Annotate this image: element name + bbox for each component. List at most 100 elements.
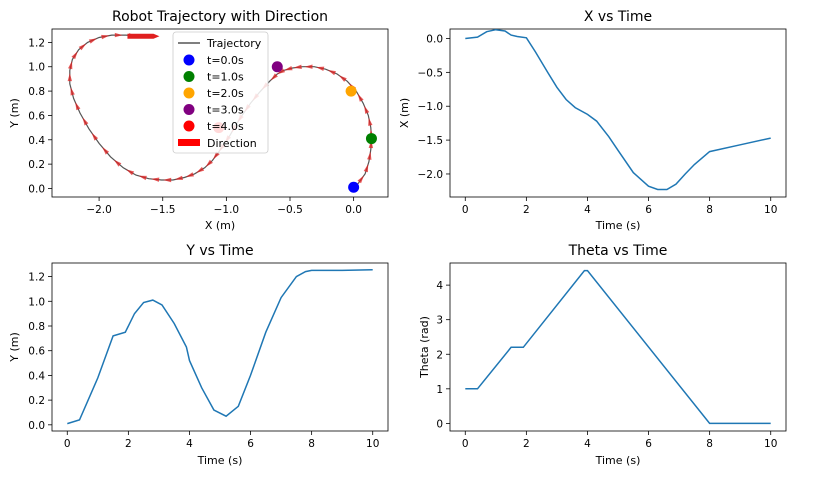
direction-arrow bbox=[174, 175, 183, 181]
y-ytick-label: 1.0 bbox=[28, 296, 45, 308]
theta-xtick-label: 6 bbox=[645, 438, 652, 450]
direction-arrow bbox=[367, 151, 372, 160]
legend-swatch-direction bbox=[178, 139, 200, 146]
direction-arrow bbox=[68, 61, 73, 70]
direction-arrow bbox=[270, 73, 278, 81]
direction-arrow bbox=[304, 64, 313, 69]
theta-ytick-label: 0 bbox=[436, 418, 443, 430]
direction-arrow bbox=[151, 177, 160, 182]
direction-arrow bbox=[338, 75, 347, 82]
theta-vs-time-ylabel: Theta (rad) bbox=[418, 316, 431, 379]
theta-ytick-label: 1 bbox=[436, 384, 443, 396]
time-marker bbox=[348, 181, 360, 193]
direction-arrow bbox=[363, 163, 369, 173]
traj-xtick-label: −1.5 bbox=[150, 204, 176, 216]
direction-arrow bbox=[368, 117, 373, 126]
y-xtick-label: 10 bbox=[366, 438, 379, 450]
traj-ytick-label: 1.2 bbox=[28, 37, 45, 49]
traj-axes-frame bbox=[51, 28, 389, 198]
x-ytick-label: −0.5 bbox=[418, 67, 444, 79]
theta-ytick-label: 4 bbox=[436, 280, 443, 292]
traj-xtick-label: −0.5 bbox=[277, 204, 303, 216]
x-ytick-label: −1.5 bbox=[418, 135, 444, 147]
y-ytick-label: 0.6 bbox=[28, 346, 45, 358]
traj-ytick-label: 0.2 bbox=[28, 159, 45, 171]
theta-vs-time-title: Theta vs Time bbox=[568, 243, 668, 259]
trajectory-panel: Robot Trajectory with Direction X (m) Y … bbox=[8, 9, 389, 232]
direction-arrow bbox=[71, 51, 78, 60]
x-xtick-label: 2 bbox=[523, 204, 530, 216]
legend-label-t4: t=4.0s bbox=[207, 120, 244, 133]
traj-xtick-label: 0.0 bbox=[345, 204, 362, 216]
y-ytick-label: 0.0 bbox=[28, 420, 45, 432]
legend-label-t2: t=2.0s bbox=[207, 87, 244, 100]
direction-arrow bbox=[78, 43, 87, 51]
y-vs-time-ylabel: Y (m) bbox=[8, 332, 21, 363]
x-ytick-label: −1.0 bbox=[418, 101, 444, 113]
legend-marker-t4 bbox=[183, 120, 195, 132]
direction-arrow bbox=[138, 175, 147, 181]
direction-arrow bbox=[315, 66, 325, 71]
direction-arrow bbox=[213, 151, 220, 160]
direction-arrow bbox=[163, 177, 172, 183]
theta-vs-time-xlabel: Time (s) bbox=[595, 454, 641, 467]
traj-ytick-label: 0.0 bbox=[28, 183, 45, 195]
y-xtick-label: 4 bbox=[186, 438, 193, 450]
direction-arrow bbox=[277, 68, 286, 75]
x-ytick-label: −2.0 bbox=[418, 169, 444, 181]
theta-ytick-label: 2 bbox=[436, 349, 443, 361]
trajectory-title: Robot Trajectory with Direction bbox=[112, 9, 328, 25]
legend-label-direction: Direction bbox=[207, 137, 257, 150]
y-ytick-label: 0.8 bbox=[28, 321, 45, 333]
direction-arrow bbox=[75, 102, 81, 111]
direction-arrow bbox=[126, 169, 135, 176]
x-vs-time-ylabel: X (m) bbox=[398, 98, 411, 128]
direction-arrow bbox=[368, 140, 374, 149]
direction-arrow bbox=[327, 70, 336, 76]
legend-label-t0: t=0.0s bbox=[207, 54, 244, 67]
traj-xtick-label: −2.0 bbox=[86, 204, 112, 216]
direction-arrow bbox=[205, 159, 213, 167]
theta-series-line bbox=[465, 269, 771, 425]
legend-marker-t2 bbox=[183, 87, 195, 99]
x-xtick-label: 8 bbox=[706, 204, 713, 216]
direction-arrow bbox=[113, 159, 122, 167]
theta-ytick-label: 3 bbox=[436, 315, 443, 327]
x-xtick-label: 6 bbox=[645, 204, 652, 216]
legend-marker-t0 bbox=[183, 54, 195, 66]
y-vs-time-panel: Y vs Time Time (s) Y (m) 0 2 4 6 8 10 0.0 0.2 0.… bbox=[8, 243, 389, 467]
trajectory-ylabel: Y (m) bbox=[8, 98, 21, 129]
direction-arrow bbox=[91, 132, 99, 141]
y-vs-time-title: Y vs Time bbox=[185, 243, 253, 259]
time-marker bbox=[365, 133, 377, 145]
theta-xtick-label: 0 bbox=[462, 438, 469, 450]
y-ytick-label: 0.2 bbox=[28, 395, 45, 407]
y-xtick-label: 2 bbox=[125, 438, 132, 450]
x-ytick-label: 0.0 bbox=[426, 33, 443, 45]
legend-label-t1: t=1.0s bbox=[207, 71, 244, 84]
traj-xtick-label: −1.0 bbox=[214, 204, 240, 216]
legend-marker-t1 bbox=[183, 71, 195, 82]
x-xtick-label: 4 bbox=[584, 204, 591, 216]
time-marker bbox=[345, 85, 357, 97]
y-ytick-label: 0.4 bbox=[28, 370, 45, 382]
time-marker bbox=[271, 61, 283, 73]
legend-label-trajectory: Trajectory bbox=[206, 37, 262, 50]
x-vs-time-panel: X vs Time Time (s) X (m) 0 2 4 6 8 10 0.0 −0.5 −… bbox=[398, 9, 787, 232]
y-ytick-label: 1.2 bbox=[28, 272, 45, 284]
direction-arrow bbox=[82, 117, 89, 126]
theta-xtick-label: 10 bbox=[764, 438, 777, 450]
direction-arrow bbox=[67, 73, 73, 82]
theta-vs-time-panel: Theta vs Time Time (s) Theta (rad) 0 2 4 6 8… bbox=[418, 243, 787, 467]
x-axes-frame bbox=[449, 28, 787, 198]
x-series-line bbox=[465, 28, 771, 191]
final-direction-arrow bbox=[127, 33, 160, 39]
x-vs-time-title: X vs Time bbox=[584, 9, 652, 25]
traj-ytick-label: 0.8 bbox=[28, 86, 45, 98]
direction-arrow bbox=[102, 147, 110, 155]
traj-ytick-label: 0.4 bbox=[28, 135, 45, 147]
theta-axes-frame bbox=[449, 262, 787, 432]
legend-frame bbox=[172, 31, 269, 154]
x-vs-time-xlabel: Time (s) bbox=[595, 219, 641, 232]
